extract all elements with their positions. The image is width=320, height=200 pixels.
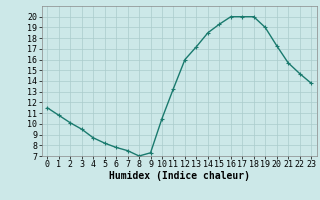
X-axis label: Humidex (Indice chaleur): Humidex (Indice chaleur) <box>109 171 250 181</box>
